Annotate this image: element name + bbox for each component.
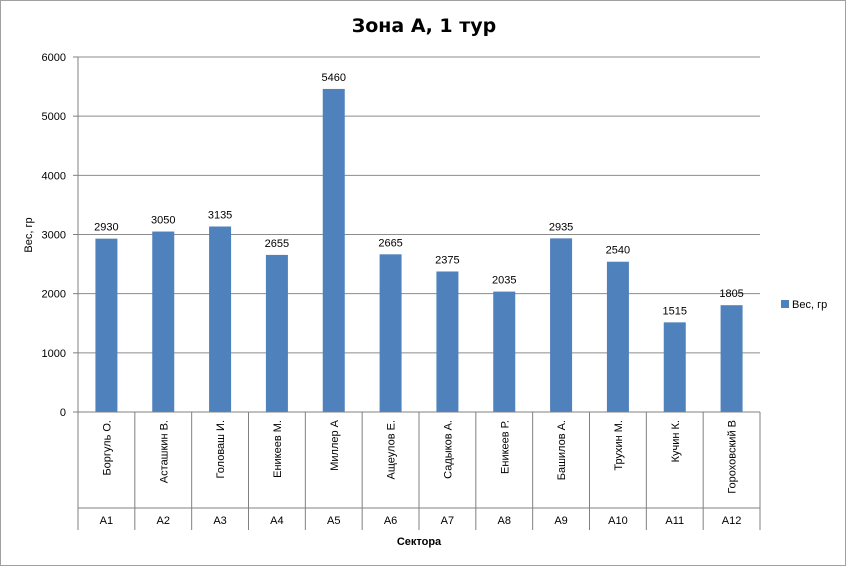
y-tick-label: 0 (60, 407, 66, 419)
bar (322, 88, 345, 412)
sector-label: А7 (441, 515, 454, 527)
sector-label: А9 (554, 515, 567, 527)
data-label: 2665 (378, 237, 402, 249)
bar (95, 238, 118, 412)
data-label: 1515 (663, 305, 687, 317)
chart-title: Зона А, 1 тур (351, 15, 497, 37)
x-tick-label: Кучин К. (670, 420, 682, 462)
sector-label: А5 (327, 515, 340, 527)
data-label: 2375 (435, 254, 459, 266)
bar (663, 322, 686, 412)
bar (152, 231, 175, 412)
sector-label: А10 (608, 515, 628, 527)
y-tick-label: 6000 (42, 52, 66, 64)
bar (550, 238, 573, 412)
y-tick-label: 2000 (42, 289, 66, 301)
y-axis-title: Вес, гр (23, 217, 35, 252)
x-tick-label: Еникеев М. (272, 420, 284, 478)
x-tick-label: Трухин М. (613, 420, 625, 471)
x-tick-label: Садыков А. (442, 420, 454, 479)
bar (720, 305, 743, 412)
data-label: 5460 (322, 72, 346, 84)
sector-label: А8 (498, 515, 511, 527)
data-label: 2935 (549, 221, 573, 233)
sector-label: А4 (270, 515, 283, 527)
x-tick-label: Асташкин В. (158, 420, 170, 483)
sector-label: А12 (722, 515, 742, 527)
sector-label: А11 (665, 515, 684, 527)
y-tick-label: 4000 (42, 170, 66, 182)
data-label: 2540 (606, 245, 630, 257)
data-label: 2655 (265, 238, 289, 250)
x-tick-label: Башилов А. (556, 420, 568, 480)
y-tick-label: 5000 (42, 111, 66, 123)
x-tick-label: Еникеев Р. (499, 420, 511, 474)
data-label: 2035 (492, 275, 516, 287)
legend-swatch (781, 300, 789, 308)
y-tick-label: 1000 (42, 348, 66, 360)
x-tick-label: Боргуль О. (101, 420, 113, 476)
y-tick-label: 3000 (42, 230, 66, 242)
bar (209, 226, 232, 412)
sector-label: А3 (213, 515, 226, 527)
sector-label: А1 (100, 515, 113, 527)
sector-label: А6 (384, 515, 397, 527)
data-label: 3135 (208, 210, 232, 222)
bar (606, 261, 629, 412)
x-tick-label: Головаш И. (215, 420, 227, 478)
data-label: 3050 (151, 215, 175, 227)
data-label: 1805 (719, 288, 743, 300)
bar (436, 271, 459, 412)
bar (379, 254, 402, 412)
bar (493, 291, 516, 412)
x-axis-title: Сектора (397, 536, 442, 548)
x-tick-label: Миллер А (329, 419, 341, 470)
x-tick-label: Гороховский В (727, 420, 739, 494)
legend-label: Вес, гр (792, 299, 827, 311)
x-tick-label: Ащеулов Е. (386, 420, 398, 479)
data-label: 2930 (94, 222, 118, 234)
sector-label: А2 (157, 515, 170, 527)
bar (265, 254, 288, 412)
